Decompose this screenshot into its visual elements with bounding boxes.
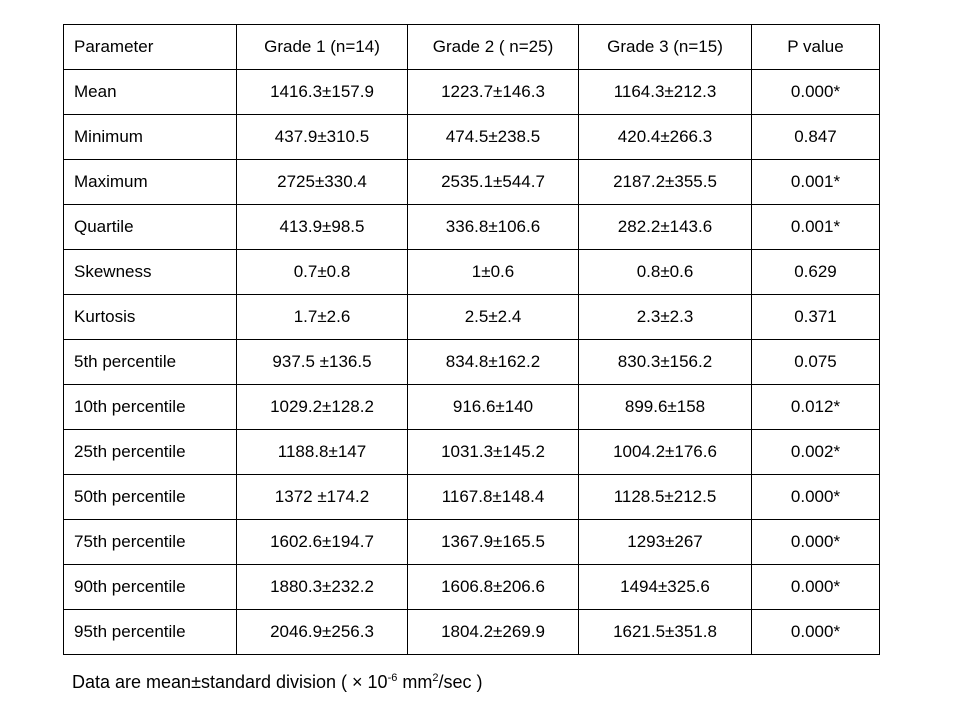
table-row: 90th percentile 1880.3±232.2 1606.8±206.6 1… bbox=[63, 564, 880, 610]
cell: 2725±330.4 bbox=[236, 159, 408, 205]
row-label: 10th percentile bbox=[63, 384, 237, 430]
cell: 937.5 ±136.5 bbox=[236, 339, 408, 385]
data-table: Parameter Grade 1 (n=14) Grade 2 ( n=25) Gr… bbox=[63, 24, 880, 655]
cell: 413.9±98.5 bbox=[236, 204, 408, 250]
cell: 1004.2±176.6 bbox=[578, 429, 752, 475]
cell: 1416.3±157.9 bbox=[236, 69, 408, 115]
table-row: 50th percentile 1372 ±174.2 1167.8±148.4 11… bbox=[63, 474, 880, 520]
cell: 1223.7±146.3 bbox=[407, 69, 579, 115]
cell: 0.8±0.6 bbox=[578, 249, 752, 295]
cell: 0.001* bbox=[751, 204, 880, 250]
table-row: 10th percentile 1029.2±128.2 916.6±140 899.… bbox=[63, 384, 880, 430]
cell: 1372 ±174.2 bbox=[236, 474, 408, 520]
cell: 1367.9±165.5 bbox=[407, 519, 579, 565]
cell: 0.629 bbox=[751, 249, 880, 295]
cell: 474.5±238.5 bbox=[407, 114, 579, 160]
cell: 2187.2±355.5 bbox=[578, 159, 752, 205]
table-row: Quartile 413.9±98.5 336.8±106.6 282.2±143.6… bbox=[63, 204, 880, 250]
row-label: Parameter bbox=[63, 24, 237, 70]
table-row: 95th percentile 2046.9±256.3 1804.2±269.9 1… bbox=[63, 609, 880, 655]
cell: 0.012* bbox=[751, 384, 880, 430]
row-label: Minimum bbox=[63, 114, 237, 160]
row-label: 50th percentile bbox=[63, 474, 237, 520]
cell: 1602.6±194.7 bbox=[236, 519, 408, 565]
cell: 0.000* bbox=[751, 609, 880, 655]
row-label: Quartile bbox=[63, 204, 237, 250]
cell: 899.6±158 bbox=[578, 384, 752, 430]
note-exponent: -6 bbox=[387, 672, 398, 684]
cell: 437.9±310.5 bbox=[236, 114, 408, 160]
cell: 2046.9±256.3 bbox=[236, 609, 408, 655]
cell: 1031.3±145.2 bbox=[407, 429, 579, 475]
note-text: Data are mean±standard division ( × 10 bbox=[72, 672, 388, 692]
table-row: 75th percentile 1602.6±194.7 1367.9±165.5 1… bbox=[63, 519, 880, 565]
table-row: Mean 1416.3±157.9 1223.7±146.3 1164.3±212.3… bbox=[63, 69, 880, 115]
cell: 336.8±106.6 bbox=[407, 204, 579, 250]
cell: 1621.5±351.8 bbox=[578, 609, 752, 655]
cell: 0.000* bbox=[751, 564, 880, 610]
row-label: 75th percentile bbox=[63, 519, 237, 565]
cell: 1.7±2.6 bbox=[236, 294, 408, 340]
row-label: 25th percentile bbox=[63, 429, 237, 475]
cell: 1029.2±128.2 bbox=[236, 384, 408, 430]
cell: 1606.8±206.6 bbox=[407, 564, 579, 610]
cell: 1880.3±232.2 bbox=[236, 564, 408, 610]
note-exponent: 2 bbox=[432, 672, 439, 684]
table-row: Skewness 0.7±0.8 1±0.6 0.8±0.6 0.629 bbox=[63, 249, 880, 295]
cell: 1128.5±212.5 bbox=[578, 474, 752, 520]
cell: 1188.8±147 bbox=[236, 429, 408, 475]
cell: 0.7±0.8 bbox=[236, 249, 408, 295]
header-row: Parameter Grade 1 (n=14) Grade 2 ( n=25) Gr… bbox=[63, 24, 880, 70]
cell: 0.001* bbox=[751, 159, 880, 205]
cell: 282.2±143.6 bbox=[578, 204, 752, 250]
row-label: 5th percentile bbox=[63, 339, 237, 385]
cell: 916.6±140 bbox=[407, 384, 579, 430]
cell: Grade 2 ( n=25) bbox=[407, 24, 579, 70]
cell: 0.847 bbox=[751, 114, 880, 160]
footnote: Data are mean±standard division ( × 10-6… bbox=[72, 672, 482, 693]
cell: 830.3±156.2 bbox=[578, 339, 752, 385]
cell: 2.5±2.4 bbox=[407, 294, 579, 340]
table-row: 5th percentile 937.5 ±136.5 834.8±162.2 830… bbox=[63, 339, 880, 385]
cell: 0.000* bbox=[751, 69, 880, 115]
table-row: Maximum 2725±330.4 2535.1±544.7 2187.2±355.… bbox=[63, 159, 880, 205]
cell: 0.000* bbox=[751, 474, 880, 520]
table-row: Minimum 437.9±310.5 474.5±238.5 420.4±266.3… bbox=[63, 114, 880, 160]
row-label: 95th percentile bbox=[63, 609, 237, 655]
table-row: 25th percentile 1188.8±147 1031.3±145.2 100… bbox=[63, 429, 880, 475]
cell: 1494±325.6 bbox=[578, 564, 752, 610]
cell: 2535.1±544.7 bbox=[407, 159, 579, 205]
cell: 1804.2±269.9 bbox=[407, 609, 579, 655]
cell: 1±0.6 bbox=[407, 249, 579, 295]
row-label: Maximum bbox=[63, 159, 237, 205]
cell: 420.4±266.3 bbox=[578, 114, 752, 160]
cell: 0.002* bbox=[751, 429, 880, 475]
cell: 834.8±162.2 bbox=[407, 339, 579, 385]
cell: 1293±267 bbox=[578, 519, 752, 565]
cell: Grade 1 (n=14) bbox=[236, 24, 408, 70]
note-unit: mm bbox=[397, 672, 433, 692]
cell: 0.371 bbox=[751, 294, 880, 340]
cell: P value bbox=[751, 24, 880, 70]
row-label: 90th percentile bbox=[63, 564, 237, 610]
row-label: Skewness bbox=[63, 249, 237, 295]
cell: 1167.8±148.4 bbox=[407, 474, 579, 520]
cell: 2.3±2.3 bbox=[578, 294, 752, 340]
cell: 0.000* bbox=[751, 519, 880, 565]
cell: 0.075 bbox=[751, 339, 880, 385]
table-row: Kurtosis 1.7±2.6 2.5±2.4 2.3±2.3 0.371 bbox=[63, 294, 880, 340]
cell: Grade 3 (n=15) bbox=[578, 24, 752, 70]
row-label: Mean bbox=[63, 69, 237, 115]
note-end: /sec ) bbox=[438, 672, 483, 692]
cell: 1164.3±212.3 bbox=[578, 69, 752, 115]
row-label: Kurtosis bbox=[63, 294, 237, 340]
